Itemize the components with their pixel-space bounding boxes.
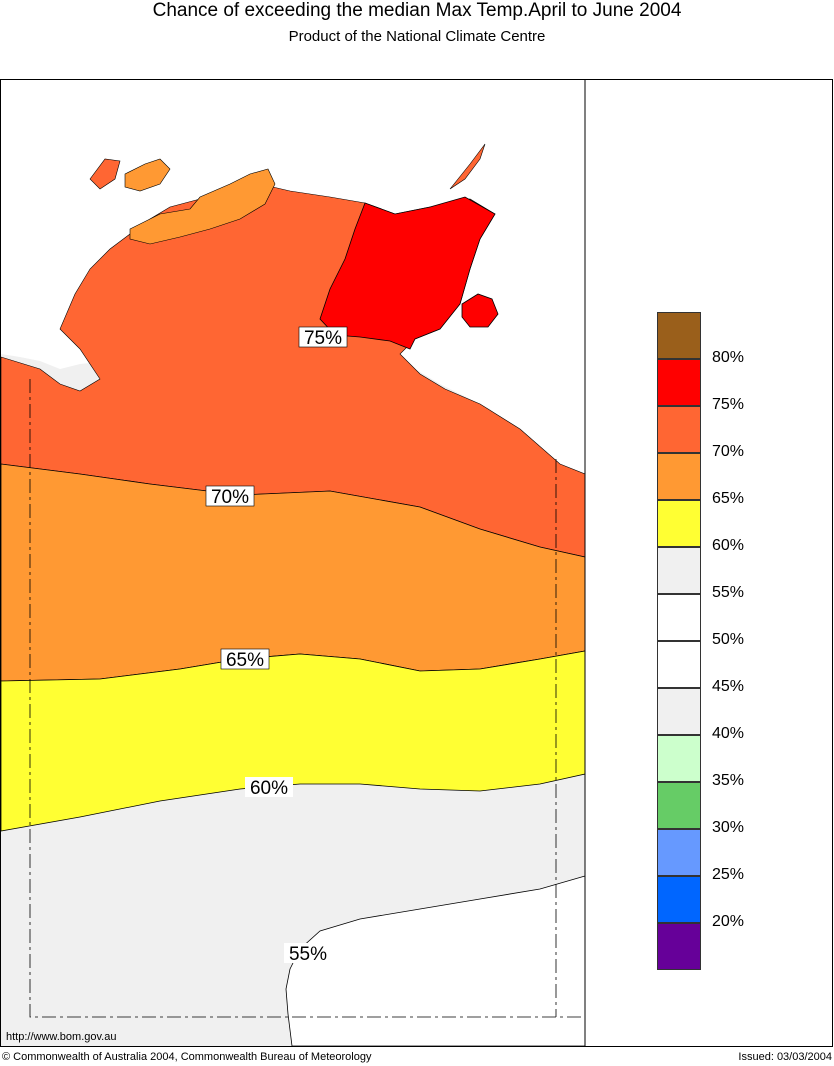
zone-65-70-island [124,158,171,192]
map-title: Chance of exceeding the median Max Temp.… [152,0,682,21]
legend-label: 25% [712,866,745,883]
legend-label: 30% [712,819,745,836]
legend-swatch [657,594,701,641]
island-west [89,158,121,190]
legend-label: 65% [712,490,745,507]
legend-swatch [657,923,701,970]
map-subtitle: Product of the National Climate Centre [288,28,546,45]
legend-swatch [657,500,701,547]
zone-65-70-north [129,168,276,245]
legend-swatch [657,453,701,500]
legend-swatch [657,829,701,876]
legend-label: 75% [712,396,745,413]
contour-label-70: 70% [211,487,249,508]
legend-label: 20% [712,913,745,930]
legend-swatch [657,641,701,688]
label-box-65 [220,648,270,670]
island-north [449,143,486,190]
legend-label: 40% [712,725,745,742]
copyright: © Commonwealth of Australia 2004, Common… [2,1051,372,1063]
map-canvas: 75% 70% 65% 60% 55% [0,80,586,1047]
label-box-60 [245,777,293,797]
legend-swatch [657,688,701,735]
region-boundary-west [29,379,585,1018]
legend-swatch [657,876,701,923]
contour-label-65: 65% [226,650,264,671]
legend-swatch [657,359,701,406]
label-box-55 [284,943,332,963]
legend-label: 45% [712,678,745,695]
legend-label: 55% [712,584,745,601]
legend-label: 80% [712,349,745,366]
issued-date: Issued: 03/03/2004 [738,1051,832,1063]
legend-swatch [657,735,701,782]
legend-swatch [657,312,701,359]
source-url[interactable]: http://www.bom.gov.au [6,1031,117,1043]
legend-swatch [657,406,701,453]
contour-label-75: 75% [304,328,342,349]
legend-swatch [657,547,701,594]
legend-swatch [657,782,701,829]
legend-label: 50% [712,631,745,648]
label-box-75 [298,326,348,348]
label-box-70 [205,485,255,507]
legend-label: 60% [712,537,745,554]
contour-label-60: 60% [250,778,288,799]
zone-75-80 [319,196,496,350]
legend-label: 35% [712,772,745,789]
legend-label: 70% [712,443,745,460]
groote-eylandt [461,293,499,328]
contour-label-55: 55% [289,944,327,965]
map-frame [0,79,833,1047]
